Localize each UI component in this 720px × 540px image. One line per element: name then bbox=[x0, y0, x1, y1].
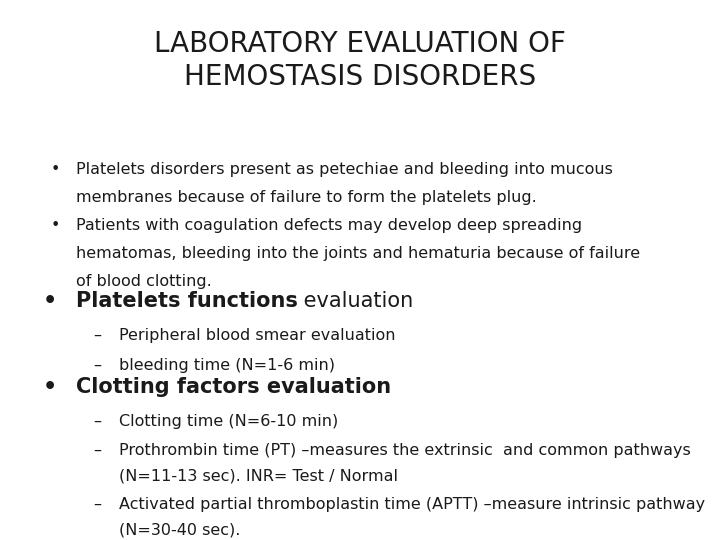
Text: –: – bbox=[94, 414, 102, 429]
Text: LABORATORY EVALUATION OF
HEMOSTASIS DISORDERS: LABORATORY EVALUATION OF HEMOSTASIS DISO… bbox=[154, 30, 566, 91]
Text: Platelets functions: Platelets functions bbox=[76, 291, 297, 311]
Text: evaluation: evaluation bbox=[297, 291, 414, 311]
Text: –: – bbox=[94, 328, 102, 343]
Text: bleeding time (N=1-6 min): bleeding time (N=1-6 min) bbox=[119, 357, 335, 373]
Text: hematomas, bleeding into the joints and hematuria because of failure: hematomas, bleeding into the joints and … bbox=[76, 246, 640, 261]
Text: •: • bbox=[50, 218, 60, 233]
Text: Prothrombin time (PT) –measures the extrinsic  and common pathways: Prothrombin time (PT) –measures the extr… bbox=[119, 443, 690, 457]
Text: membranes because of failure to form the platelets plug.: membranes because of failure to form the… bbox=[76, 190, 536, 205]
Text: (N=11-13 sec). INR= Test / Normal: (N=11-13 sec). INR= Test / Normal bbox=[119, 469, 397, 483]
Text: –: – bbox=[94, 497, 102, 512]
Text: Platelets disorders present as petechiae and bleeding into mucous: Platelets disorders present as petechiae… bbox=[76, 162, 613, 177]
Text: –: – bbox=[94, 443, 102, 457]
Text: –: – bbox=[94, 357, 102, 373]
Text: Clotting time (N=6-10 min): Clotting time (N=6-10 min) bbox=[119, 414, 338, 429]
Text: •: • bbox=[43, 377, 58, 397]
Text: •: • bbox=[43, 291, 58, 311]
Text: Activated partial thromboplastin time (APTT) –measure intrinsic pathway: Activated partial thromboplastin time (A… bbox=[119, 497, 705, 512]
Text: of blood clotting.: of blood clotting. bbox=[76, 274, 212, 289]
Text: (N=30-40 sec).: (N=30-40 sec). bbox=[119, 523, 240, 538]
Text: Peripheral blood smear evaluation: Peripheral blood smear evaluation bbox=[119, 328, 395, 343]
Text: •: • bbox=[50, 162, 60, 177]
Text: Clotting factors evaluation: Clotting factors evaluation bbox=[76, 377, 391, 397]
Text: Patients with coagulation defects may develop deep spreading: Patients with coagulation defects may de… bbox=[76, 218, 582, 233]
